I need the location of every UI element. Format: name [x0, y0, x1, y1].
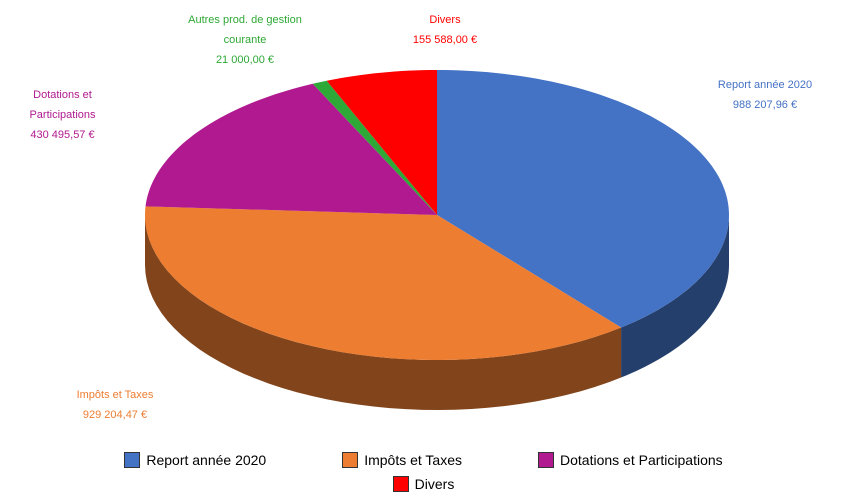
- slice: [312, 80, 437, 215]
- slice: [145, 83, 438, 215]
- data-label-name: Dotations et Participations: [29, 89, 96, 121]
- legend-label: Divers: [414, 476, 455, 492]
- slice-side: [145, 215, 622, 410]
- legend-swatch: [538, 452, 555, 468]
- data-label: Divers 155 588,00 €: [385, 10, 505, 50]
- data-label: Report année 2020 988 207,96 €: [705, 75, 825, 115]
- legend-label: Dotations et Participations: [560, 452, 723, 468]
- slice: [145, 206, 622, 360]
- legend-item: Impôts et Taxes: [342, 452, 462, 468]
- data-label-value: 155 588,00 €: [412, 34, 478, 46]
- data-label-name: Divers: [429, 14, 461, 26]
- data-label: Impôts et Taxes 929 204,47 €: [50, 385, 180, 425]
- legend-swatch: [124, 452, 141, 468]
- data-label-value: 929 204,47 €: [82, 409, 148, 421]
- data-label: Autres prod. de gestion courante 21 000,0…: [180, 10, 310, 70]
- data-label-value: 21 000,00 €: [215, 54, 275, 66]
- legend-swatch: [392, 476, 409, 492]
- legend-item: Report année 2020: [124, 452, 266, 468]
- data-label-name: Autres prod. de gestion courante: [188, 14, 302, 46]
- pie-area: [145, 70, 729, 410]
- legend-label: Report année 2020: [146, 452, 267, 468]
- legend-item: Dotations et Participations: [538, 452, 723, 468]
- data-label: Dotations et Participations 430 495,57 €: [0, 85, 125, 145]
- slice: [326, 70, 437, 215]
- data-label-value: 430 495,57 €: [30, 129, 95, 141]
- legend-swatch: [342, 452, 359, 468]
- data-label-value: 988 207,96 €: [732, 99, 798, 111]
- legend-item: Divers: [392, 476, 455, 492]
- slice-side: [621, 215, 729, 378]
- legend-label: Impôts et Taxes: [364, 452, 463, 468]
- data-label-name: Report année 2020: [717, 79, 813, 91]
- slice: [437, 70, 729, 328]
- data-label-name: Impôts et Taxes: [76, 389, 154, 401]
- legend: Report année 2020 Impôts et Taxes Dotation…: [20, 452, 827, 500]
